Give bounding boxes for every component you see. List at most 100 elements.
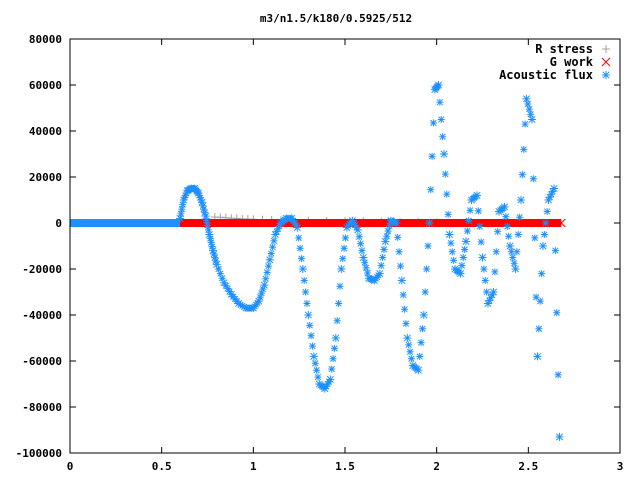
data-point-interp [538,270,546,278]
x-tick-label: 1 [250,460,257,473]
data-point-interp [554,371,562,379]
data-point-interp [207,239,215,247]
y-tick-label: -40000 [22,309,62,322]
data-point-interp [380,245,388,253]
x-tick-label: 0.5 [152,460,172,473]
data-point-interp [302,288,310,296]
data-point-interp [399,291,407,299]
data-point-interp [551,247,559,255]
data-point [539,242,547,250]
legend-marker [601,57,611,67]
data-point-interp [300,277,308,284]
data-point-interp [465,217,473,225]
data-point-interp [391,218,399,226]
data-point [176,214,184,223]
data-point [381,237,390,246]
legend-label: G work [550,55,594,69]
data-point-interp [437,116,445,123]
y-tick-label: 60000 [29,79,62,92]
data-point-interp [374,271,382,279]
data-point-interp [335,300,343,307]
data-point [517,196,525,204]
data-point-interp [429,119,437,127]
data-point [528,115,536,124]
data-point [440,150,448,158]
data-point-interp [179,201,187,209]
data-point-interp [308,342,316,350]
data-point-interp [339,255,347,263]
data-point-interp [444,210,452,218]
data-point-interp [311,359,319,367]
data-point-interp [510,259,518,267]
data-point-interp [363,269,371,277]
data-point-interp [423,265,431,273]
data-point-interp [529,175,537,183]
data-point-interp [325,378,333,386]
data-point-interp [405,341,413,349]
data-point-interp [394,233,402,241]
data-point-interp [524,100,532,108]
y-tick-label: 0 [55,217,62,230]
data-point-interp [292,221,300,229]
data-point-interp [407,355,415,363]
data-point-interp [477,238,485,246]
data-point-interp [502,213,510,221]
data-point-interp [535,325,543,333]
data-point-interp [494,228,502,236]
data-point-interp [396,262,404,270]
data-point-interp [340,244,348,252]
data-point-interp [262,275,270,283]
data-point-interp [483,288,491,296]
data-point [397,276,406,285]
data-point-interp [492,248,500,256]
data-point-interp [402,320,410,328]
data-point-interp [333,317,341,325]
data-point-interp [455,268,463,276]
data-point-interp [503,222,511,230]
data-point-interp [447,239,455,247]
data-point-interp [509,254,517,261]
data-point-interp [450,256,458,264]
data-point [337,265,346,273]
data-point [511,265,520,273]
y-tick-label: 80000 [29,33,62,46]
series-acoustic-flux [70,81,564,441]
legend-marker [602,71,610,79]
data-marks [70,81,566,441]
data-point-interp [341,234,349,242]
data-point-interp [336,282,344,290]
data-point-interp [314,373,322,381]
y-tick-label: -80000 [22,401,62,414]
data-point [556,218,566,228]
data-point-interp [549,187,557,195]
data-point-interp [487,294,495,302]
data-point-interp [199,202,207,210]
data-point-interp [458,262,466,270]
data-point [533,352,542,361]
data-point-interp [481,277,489,284]
x-tick-label: 0 [67,460,74,473]
y-tick-label: -100000 [16,447,62,460]
data-point-interp [427,186,435,194]
data-point-interp [542,219,550,227]
data-point [506,242,514,250]
data-point-interp [362,264,370,272]
data-point-interp [434,82,442,90]
data-point-interp [401,305,409,313]
data-point [359,253,368,262]
data-point-interp [263,268,271,276]
data-point-interp [514,231,522,238]
data-point-interp [307,332,315,340]
data-point-interp [443,190,451,198]
data-point-interp [212,257,220,265]
data-point [462,237,470,246]
data-point-interp [540,231,548,238]
data-point-interp [439,133,447,141]
data-point-interp [297,255,305,263]
data-point-interp [499,204,507,212]
data-point-interp [543,208,551,215]
data-point-interp [428,152,436,160]
g-work-band [180,219,562,227]
data-point-interp [218,274,226,282]
